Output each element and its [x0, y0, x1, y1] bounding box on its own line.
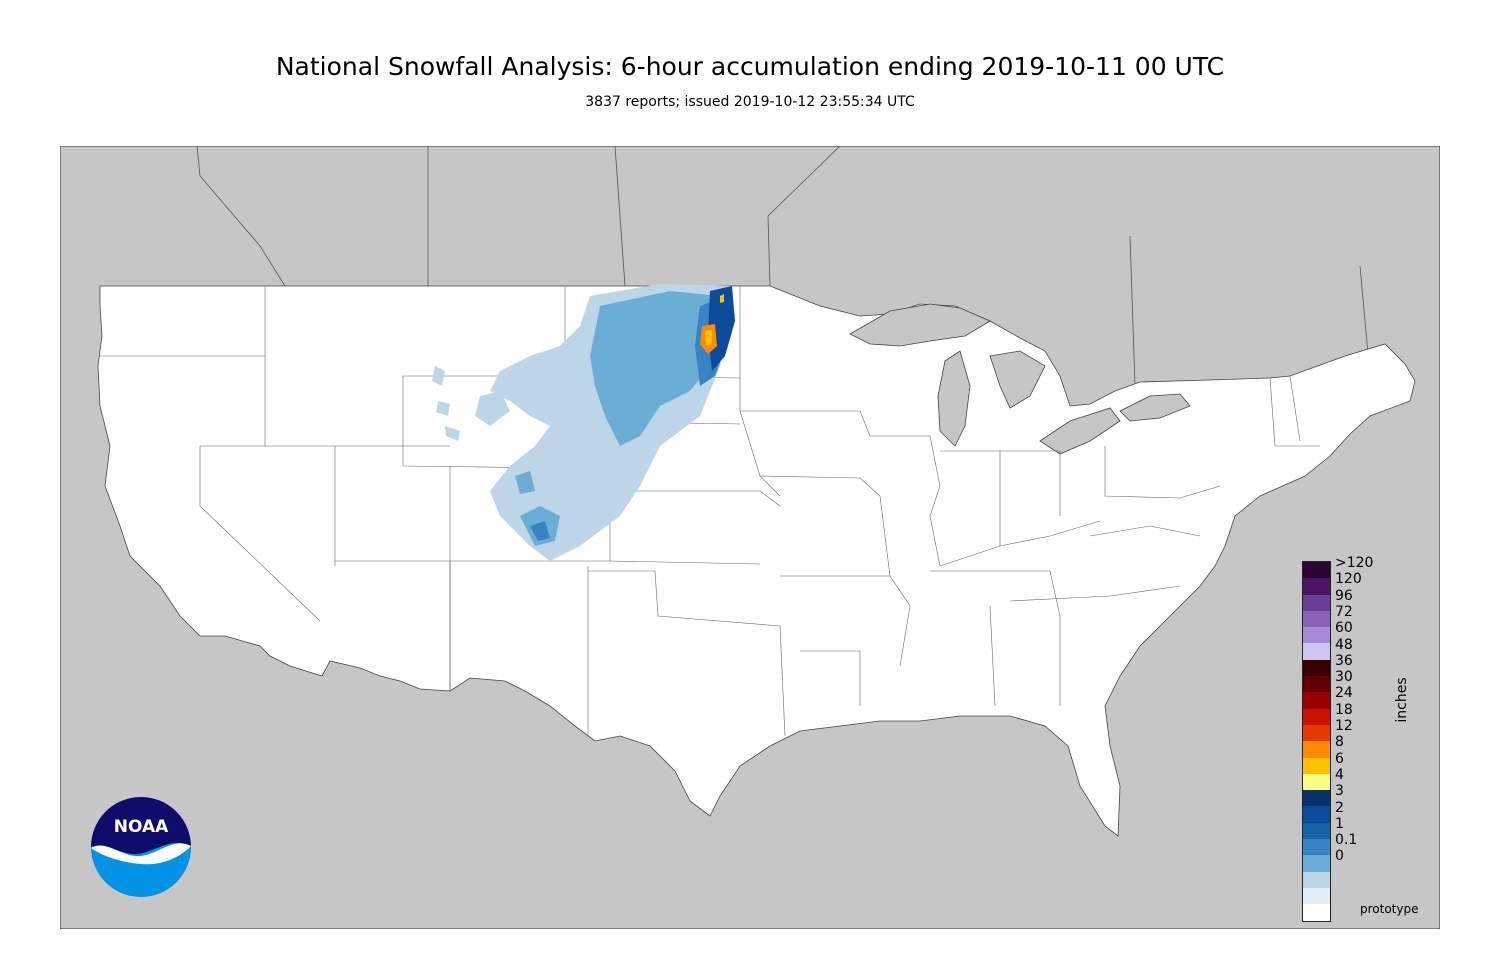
legend-tick-label: 96 [1335, 587, 1353, 604]
map-title: National Snowfall Analysis: 6-hour accum… [275, 52, 1225, 81]
international-borders [196, 146, 1371, 387]
legend-swatch [1303, 757, 1330, 774]
prototype-label: prototype [1360, 902, 1419, 916]
legend-swatch [1303, 822, 1330, 840]
map-subtitle: 3837 reports; issued 2019-10-12 23:55:34… [585, 94, 915, 110]
legend-units-label: inches [1394, 677, 1410, 723]
legend-tick-label: 0 [1335, 848, 1344, 865]
legend-tick-label: 1 [1335, 815, 1344, 832]
legend-tick-label: 8 [1335, 734, 1344, 751]
legend-tick-label: 3 [1335, 783, 1344, 800]
legend-swatch [1303, 594, 1330, 611]
legend-tick-label: 12 [1335, 718, 1353, 734]
legend-swatch [1303, 724, 1330, 742]
legend-swatch [1303, 578, 1330, 595]
legend-tick-label: 120 [1335, 571, 1362, 588]
legend-swatch [1303, 741, 1330, 758]
legend-tick-label: 30 [1335, 669, 1353, 686]
noaa-logo-icon: NOAA [91, 797, 191, 897]
legend-swatch [1303, 887, 1330, 905]
legend-swatch [1303, 562, 1330, 579]
great-lakes [849, 303, 1191, 455]
legend-swatch [1303, 790, 1330, 807]
legend-tick-label: 4 [1335, 766, 1344, 783]
legend-tick-label: 60 [1335, 620, 1353, 637]
legend-swatch [1303, 659, 1330, 677]
legend-tick-label: >120 [1335, 555, 1374, 571]
legend-tick-label: 6 [1335, 750, 1344, 767]
legend-tick-label: 0.1 [1335, 832, 1358, 849]
legend-swatch [1303, 773, 1330, 791]
legend-color-bar [1302, 561, 1331, 922]
legend-tick-label: 48 [1335, 636, 1353, 653]
legend-swatch [1303, 692, 1330, 709]
legend-swatch [1303, 708, 1330, 725]
legend-swatch [1303, 643, 1330, 660]
legend-swatch [1303, 904, 1330, 921]
legend-tick-label: 24 [1335, 685, 1353, 702]
legend-swatch [1303, 627, 1330, 644]
legend-swatch [1303, 855, 1330, 872]
legend-tick-label: 2 [1335, 799, 1344, 816]
legend-tick-label: 72 [1335, 603, 1353, 620]
snowfall-map [60, 146, 1440, 929]
legend-swatch [1303, 871, 1330, 888]
legend-tick-label: 18 [1335, 701, 1353, 718]
snowfall-shading [432, 284, 735, 561]
legend-swatch [1303, 610, 1330, 628]
legend-swatch [1303, 839, 1330, 856]
legend-tick-label: 36 [1335, 652, 1353, 669]
legend-swatch [1303, 676, 1330, 693]
legend-swatch [1303, 806, 1330, 823]
noaa-logo-text: NOAA [114, 817, 169, 837]
